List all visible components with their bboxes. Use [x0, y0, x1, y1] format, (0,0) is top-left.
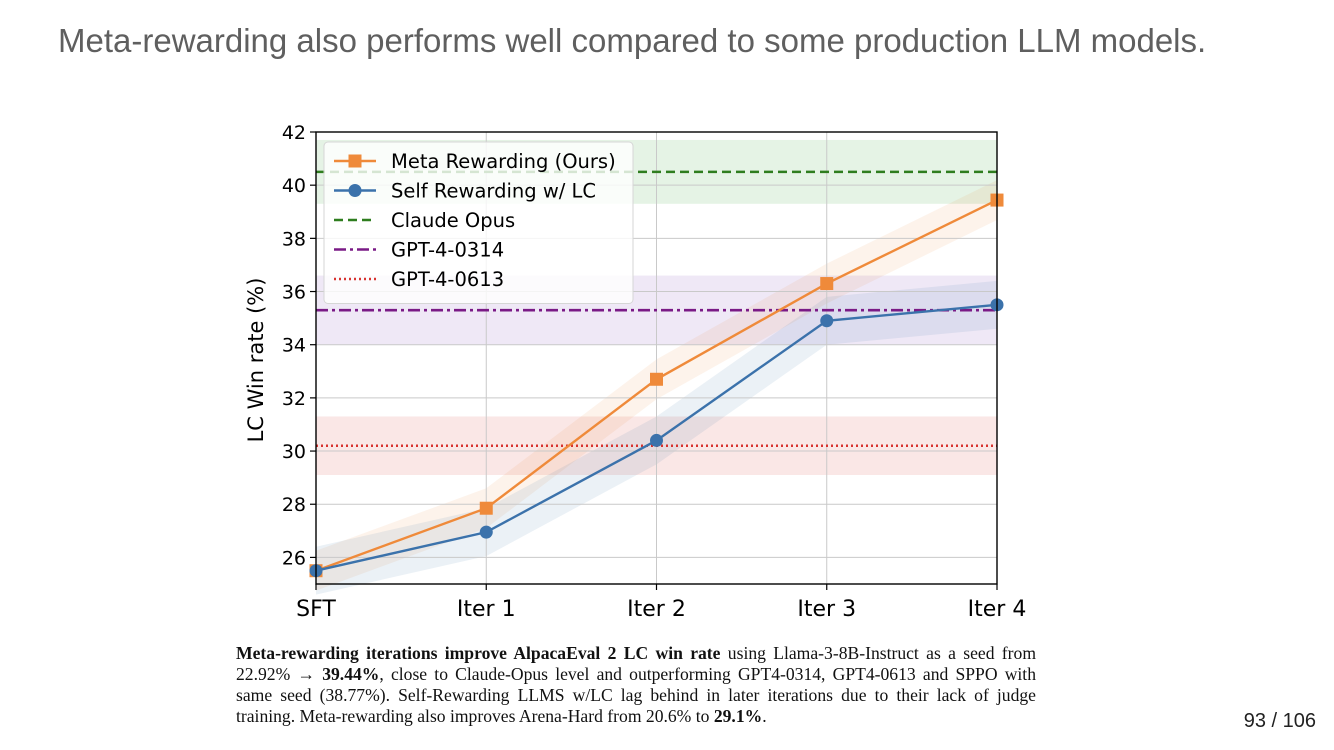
x-tick-label: Iter 1 [457, 597, 516, 622]
x-tick-label: Iter 2 [627, 597, 686, 622]
legend-marker [348, 184, 362, 197]
y-tick-label: 32 [282, 388, 306, 410]
data-point-self-rewarding-w-lc [650, 433, 663, 447]
caption-bold-value-2: 29.1% [713, 706, 763, 726]
data-point-meta-rewarding-ours [820, 277, 834, 291]
caption-text-1: using Llama-3-8B-Instruct as a seed from… [236, 643, 1037, 684]
data-point-self-rewarding-w-lc [820, 314, 834, 328]
y-tick-label: 30 [282, 441, 306, 463]
legend-box [323, 141, 634, 304]
data-point-self-rewarding-w-lc [479, 525, 493, 539]
y-tick-label: 38 [282, 228, 306, 250]
figure-caption: Meta-rewarding iterations improve Alpaca… [236, 643, 1036, 727]
y-tick-label: 34 [282, 335, 306, 357]
legend-label: Meta Rewarding (Ours) [391, 150, 616, 173]
legend-label: GPT-4-0613 [391, 268, 504, 291]
data-point-meta-rewarding-ours [650, 372, 663, 386]
data-point-meta-rewarding-ours [479, 501, 493, 515]
y-tick-label: 28 [282, 494, 306, 516]
y-axis-label: LC Win rate (%) [244, 278, 268, 443]
slide-title: Meta-rewarding also performs well compar… [58, 22, 1207, 59]
x-tick-label: Iter 4 [968, 597, 1027, 622]
y-tick-label: 42 [282, 122, 306, 144]
legend-marker [348, 154, 362, 168]
y-tick-label: 26 [282, 547, 306, 569]
legend: Meta Rewarding (Ours) Self Rewarding w/ L… [323, 141, 634, 304]
x-tick-label: SFT [296, 597, 336, 622]
x-tick-label: Iter 3 [797, 597, 856, 622]
y-tick-label: 36 [282, 282, 306, 304]
legend-label: Self Rewarding w/ LC [391, 180, 596, 203]
line-chart: 26 28 30 32 34 36 38 40 42 SFT Iter 1 Iter 2 Iter 3… [244, 122, 1026, 622]
data-series [309, 193, 1004, 578]
caption-text-2: , close to Claude-Opus level and outperf… [236, 664, 1036, 726]
caption-bold-value-1: 39.44% [322, 664, 380, 684]
caption-bold-lead: Meta-rewarding iterations improve Alpaca… [236, 643, 721, 663]
caption-text-3: . [762, 706, 767, 726]
legend-label: Claude Opus [391, 209, 515, 232]
y-tick-label: 40 [282, 175, 306, 197]
page-number: 93 / 106 [1243, 710, 1316, 732]
legend-label: GPT-4-0314 [391, 239, 504, 262]
y-axis-ticks: 26 28 30 32 34 36 38 40 42 [282, 122, 316, 569]
x-axis-ticks: SFT Iter 1 Iter 2 Iter 3 Iter 4 [296, 584, 1026, 622]
